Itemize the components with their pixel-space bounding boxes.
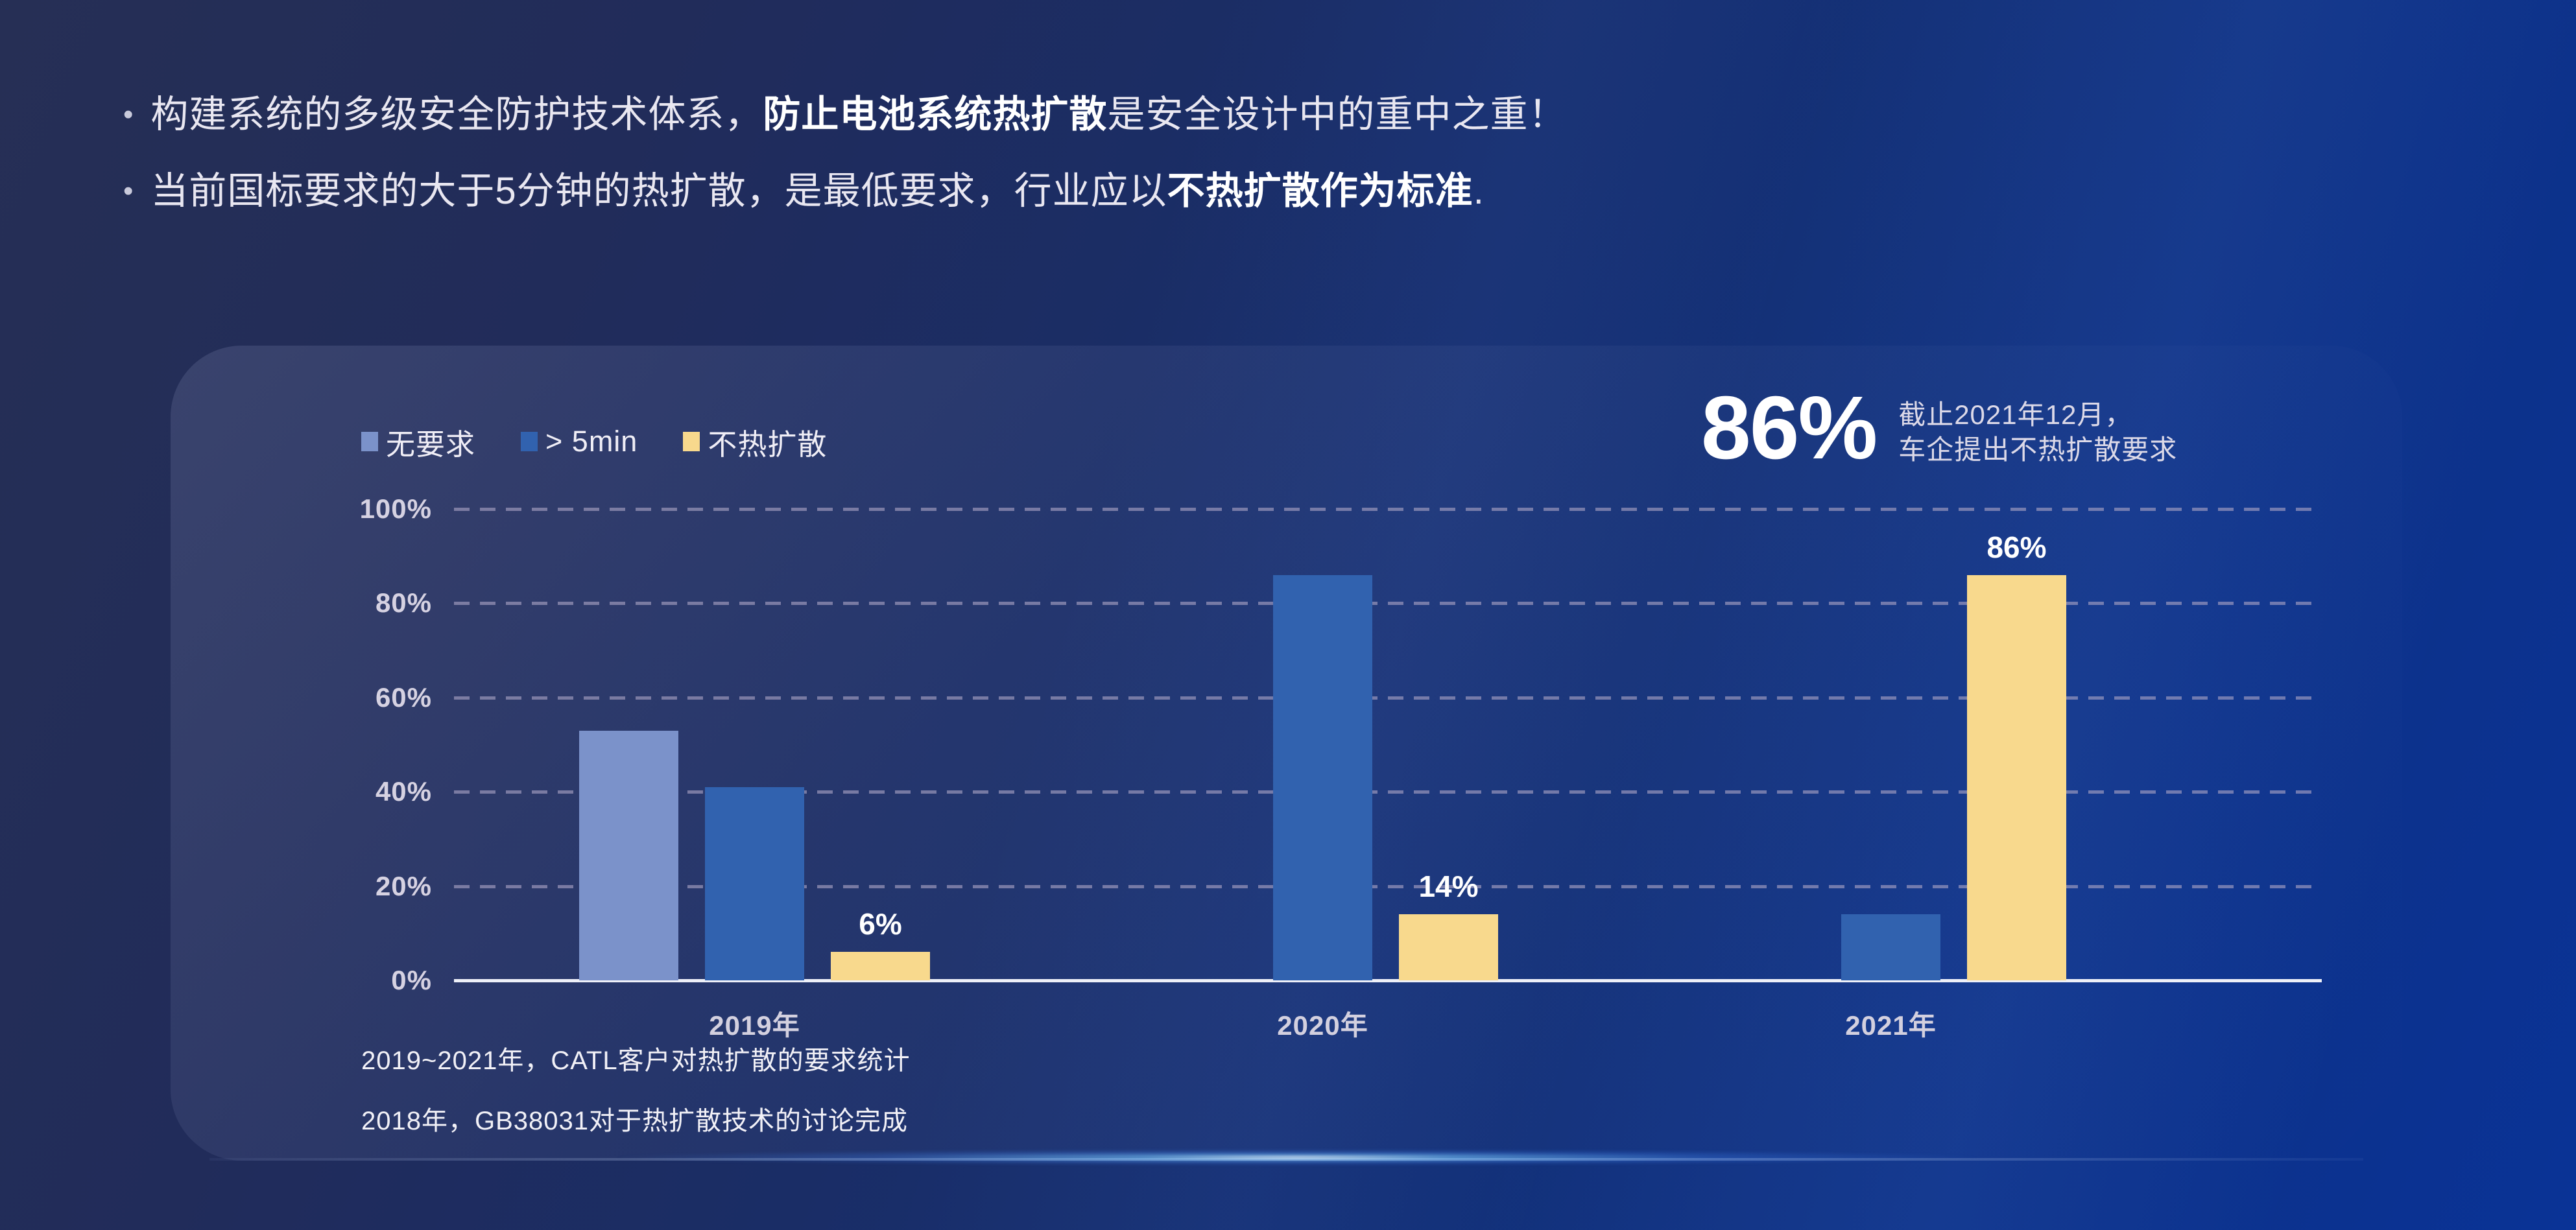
bar-value-label: 86% bbox=[1986, 530, 2047, 564]
bar-c0-s1 bbox=[705, 786, 804, 980]
y-tick-label: 20% bbox=[375, 870, 432, 901]
legend-label: 不热扩散 bbox=[708, 427, 828, 461]
footnote-2: 2018年，GB38031对于热扩散技术的讨论完成 bbox=[361, 1107, 909, 1135]
legend-item-no-propagation: 不热扩散 bbox=[683, 421, 827, 463]
chart-legend: 无要求 > 5min 不热扩散 bbox=[361, 422, 872, 461]
legend-swatch-over-5min bbox=[521, 432, 538, 451]
highlight-value: 86% bbox=[1701, 378, 1878, 478]
x-axis-label: 2021年 bbox=[1845, 1010, 1937, 1041]
bar-c0-s2 bbox=[831, 952, 930, 980]
bullet-list: • 构建系统的多级安全防护技术体系，防止电池系统热扩散是安全设计中的重中之重！ … bbox=[123, 89, 1566, 242]
gridline bbox=[454, 884, 2322, 888]
bullet-item-1: • 构建系统的多级安全防护技术体系，防止电池系统热扩散是安全设计中的重中之重！ bbox=[123, 89, 1566, 140]
legend-swatch-no-propagation bbox=[683, 432, 700, 451]
bullet-2-text: 当前国标要求的大于5分钟的热扩散，是最低要求，行业应以不热扩散作为标准. bbox=[150, 170, 1485, 212]
bar-c1-s2 bbox=[1399, 914, 1498, 980]
plot-area: 100% 80% 60% 40% 20% 0% 6% 14% 86% 2019年 2020年 2021… bbox=[360, 493, 2322, 1041]
gridline bbox=[454, 602, 2322, 606]
y-tick-label: 60% bbox=[375, 681, 432, 713]
highlight-note: 截止2021年12月， 车企提出不热扩散要求 bbox=[1898, 397, 2177, 467]
y-tick-label: 40% bbox=[375, 776, 432, 807]
bullet-item-2: • 当前国标要求的大于5分钟的热扩散，是最低要求，行业应以不热扩散作为标准. bbox=[123, 166, 1566, 217]
gridline bbox=[454, 696, 2322, 700]
x-axis-label: 2020年 bbox=[1277, 1010, 1368, 1041]
bullet-dot: • bbox=[123, 99, 134, 130]
legend-label: 无要求 bbox=[386, 427, 476, 461]
x-axis-label: 2019年 bbox=[709, 1010, 800, 1041]
chart-panel: 无要求 > 5min 不热扩散 86% 截止2021年12月， 车企提出不热扩散… bbox=[171, 346, 2402, 1161]
legend-item-over-5min: > 5min bbox=[521, 425, 638, 458]
legend-item-no-requirement: 无要求 bbox=[361, 421, 475, 463]
axis-baseline bbox=[454, 979, 2322, 982]
y-tick-label: 80% bbox=[375, 587, 432, 619]
bar-value-label: 6% bbox=[859, 907, 902, 941]
bar-c2-s1 bbox=[1841, 914, 1940, 980]
bullet-dot: • bbox=[123, 175, 134, 207]
highlight-callout: 86% 截止2021年12月， 车企提出不热扩散要求 bbox=[1701, 379, 2177, 477]
legend-label: > 5min bbox=[545, 425, 638, 458]
footnote-1: 2019~2021年，CATL客户对热扩散的要求统计 bbox=[361, 1047, 911, 1075]
highlight-note-line-2: 车企提出不热扩散要求 bbox=[1898, 434, 2178, 465]
legend-swatch-no-requirement bbox=[361, 432, 378, 451]
y-tick-label: 0% bbox=[391, 965, 432, 995]
bar-c0-s0 bbox=[579, 730, 678, 980]
bullet-1-text: 构建系统的多级安全防护技术体系，防止电池系统热扩散是安全设计中的重中之重！ bbox=[150, 93, 1567, 136]
footnotes: 2019~2021年，CATL客户对热扩散的要求统计 2018年，GB38031… bbox=[361, 1045, 911, 1165]
gridline bbox=[454, 508, 2322, 511]
bar-value-label: 14% bbox=[1418, 869, 1479, 904]
gridline bbox=[454, 790, 2322, 794]
bar-c1-s1 bbox=[1273, 574, 1372, 980]
bar-c2-s2 bbox=[1967, 574, 2066, 980]
highlight-note-line-1: 截止2021年12月， bbox=[1898, 399, 2133, 430]
y-tick-label: 100% bbox=[359, 493, 432, 524]
